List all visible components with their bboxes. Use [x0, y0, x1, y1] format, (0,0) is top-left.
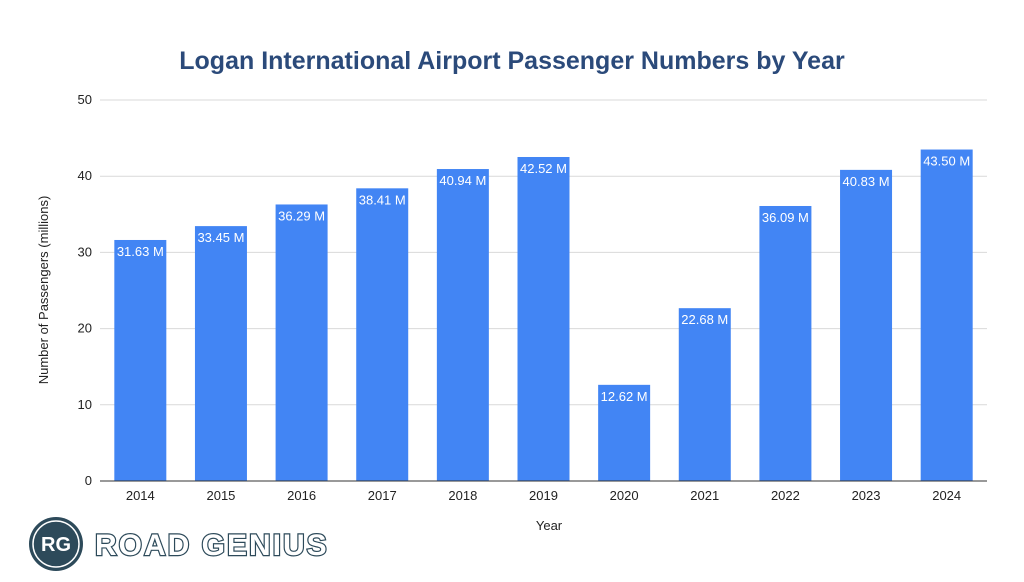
x-tick-label: 2017 — [368, 488, 397, 503]
road-genius-logo: RG ROAD GENIUS — [29, 517, 329, 571]
y-axis-label: Number of Passengers (millions) — [36, 196, 51, 385]
x-tick-label: 2019 — [529, 488, 558, 503]
bar-2016 — [275, 204, 328, 481]
bar-2022 — [759, 205, 812, 481]
bar-2017 — [356, 188, 409, 481]
bars — [114, 149, 973, 481]
y-axis-ticks: 0 10 20 30 40 50 — [78, 92, 92, 488]
x-axis-label: Year — [536, 518, 563, 533]
bar-data-label: 36.09 M — [762, 210, 809, 225]
logo-ring — [32, 520, 80, 568]
x-tick-label: 2022 — [771, 488, 800, 503]
x-tick-label: 2021 — [690, 488, 719, 503]
bar-data-label: 38.41 M — [359, 192, 406, 207]
y-tick-label: 10 — [78, 397, 92, 412]
x-tick-label: 2014 — [126, 488, 155, 503]
x-tick-label: 2016 — [287, 488, 316, 503]
bar-data-labels: 31.63 M 33.45 M 36.29 M 38.41 M 40.94 M 42.52… — [117, 154, 970, 404]
x-tick-label: 2023 — [852, 488, 881, 503]
bar-2024 — [920, 149, 973, 481]
bar-data-label: 36.29 M — [278, 208, 325, 223]
bar-2020 — [598, 384, 651, 481]
bar-data-label: 22.68 M — [681, 312, 728, 327]
bar-2014 — [114, 239, 167, 481]
y-tick-label: 20 — [78, 321, 92, 336]
x-tick-label: 2015 — [206, 488, 235, 503]
logo-monogram: RG — [41, 534, 71, 556]
chart-title: Logan International Airport Passenger Nu… — [179, 47, 845, 75]
y-tick-label: 0 — [85, 473, 92, 488]
bar-data-label: 33.45 M — [197, 230, 244, 245]
bar-2015 — [194, 226, 247, 481]
x-axis-ticks: 2014 2015 2016 2017 2018 2019 2020 2021 2022 2023… — [126, 488, 961, 503]
bar-2019 — [517, 156, 570, 481]
y-tick-label: 40 — [78, 168, 92, 183]
bar-data-label: 43.50 M — [923, 154, 970, 169]
y-tick-label: 50 — [78, 92, 92, 107]
bar-data-label: 31.63 M — [117, 244, 164, 259]
logo-wordmark: ROAD GENIUS — [95, 529, 329, 562]
logo-circle — [29, 517, 83, 571]
bar-2018 — [436, 169, 489, 481]
bar-2023 — [840, 169, 893, 481]
bar-2021 — [678, 308, 731, 481]
bar-data-label: 42.52 M — [520, 161, 567, 176]
y-tick-label: 30 — [78, 244, 92, 259]
bar-data-label: 12.62 M — [601, 389, 648, 404]
x-tick-label: 2018 — [448, 488, 477, 503]
x-tick-label: 2020 — [610, 488, 639, 503]
bar-data-label: 40.94 M — [439, 173, 486, 188]
bar-data-label: 40.83 M — [843, 174, 890, 189]
x-tick-label: 2024 — [932, 488, 961, 503]
